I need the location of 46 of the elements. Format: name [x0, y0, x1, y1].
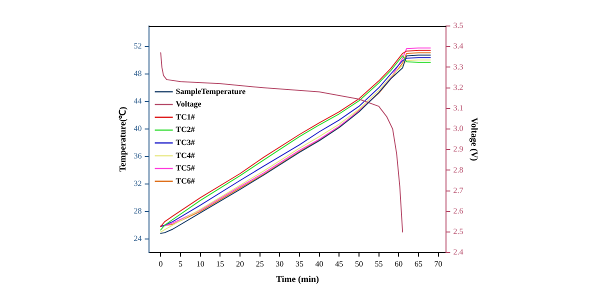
- y-axis-title: Temperature(℃): [118, 106, 128, 172]
- x-tick-label: 20: [236, 259, 244, 268]
- y2-tick-label: 3.1: [453, 103, 464, 112]
- legend-label: TC1#: [176, 112, 195, 122]
- legend-label: TC5#: [176, 164, 195, 173]
- y2-tick-label: 2.4: [453, 248, 464, 257]
- y2-tick-label: 2.9: [453, 144, 464, 154]
- y-tick-label: 32: [134, 179, 142, 188]
- x-tick-label: 0: [158, 259, 163, 268]
- legend-label: TC3#: [176, 138, 195, 147]
- y-tick-label: 24: [134, 234, 142, 243]
- x-tick-label: 15: [216, 259, 224, 268]
- y2-tick-label: 3.5: [453, 21, 464, 30]
- legend-label: Voltage: [176, 100, 202, 109]
- x-tick-label: 50: [354, 259, 363, 268]
- y2-tick-label: 2.6: [453, 206, 464, 216]
- y2-tick-label: 2.7: [453, 186, 464, 195]
- y-tick-label: 36: [134, 152, 142, 161]
- y2-tick-label: 3.2: [453, 82, 464, 92]
- x-axis-title: Time (min): [276, 274, 320, 284]
- y-tick-label: 28: [134, 206, 142, 216]
- y2-tick-label: 3.4: [453, 42, 464, 51]
- x-tick-label: 25: [256, 259, 264, 268]
- legend-label: SampleTemperature: [176, 86, 246, 96]
- legend-label: TC2#: [176, 125, 195, 134]
- x-tick-label: 30: [276, 259, 284, 268]
- x-tick-label: 55: [374, 259, 383, 268]
- x-tick-label: 10: [196, 259, 204, 268]
- y2-tick-label: 2.5: [453, 227, 464, 236]
- y-tick-label: 52: [134, 42, 142, 51]
- y2-tick-label: 3.0: [453, 124, 464, 134]
- x-tick-label: 70: [434, 259, 442, 268]
- legend-label: TC4#: [176, 150, 195, 160]
- y-tick-label: 48: [134, 69, 142, 78]
- x-tick-label: 65: [414, 259, 422, 268]
- y2-axis-title: Voltage (V): [469, 118, 480, 162]
- x-tick-label: 35: [295, 259, 304, 268]
- y2-tick-label: 2.8: [453, 165, 464, 174]
- y-tick-label: 40: [134, 124, 142, 134]
- x-tick-label: 45: [335, 259, 344, 268]
- y2-tick-label: 3.3: [453, 62, 464, 72]
- x-tick-label: 5: [178, 259, 183, 268]
- x-tick-label: 60: [394, 259, 403, 268]
- legend-label: TC6#: [176, 176, 195, 186]
- y-tick-label: 44: [134, 96, 142, 106]
- x-tick-label: 40: [315, 259, 324, 268]
